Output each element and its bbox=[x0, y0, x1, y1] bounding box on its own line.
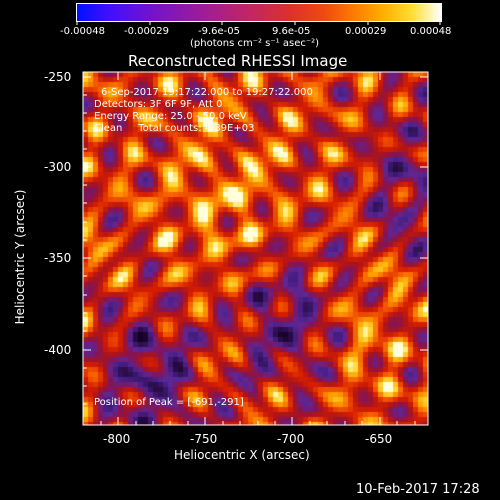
plot-title: Reconstructed RHESSI Image bbox=[128, 52, 348, 70]
y-tick-label: -350 bbox=[44, 251, 72, 265]
colorbar-tick-label: 0.00048 bbox=[410, 26, 452, 37]
y-tick-label: -300 bbox=[44, 160, 72, 174]
x-tick-label: -800 bbox=[103, 432, 131, 446]
colorbar-tick-label: 9.6e-05 bbox=[272, 26, 311, 37]
colorbar-tick-label: -9.6e-05 bbox=[198, 26, 240, 37]
image-canvas bbox=[83, 72, 428, 425]
y-tick-label: -250 bbox=[44, 70, 72, 84]
annotation-time-range: 6-Sep-2017 19:17:22.000 to 19:27:22.000 bbox=[101, 87, 313, 98]
y-tick-label: -400 bbox=[44, 343, 72, 357]
colorbar-tick-label: 0.00029 bbox=[345, 26, 387, 37]
annotation-method-counts: Clean Total counts: 4.39E+03 bbox=[94, 123, 255, 134]
annotation-detectors: Detectors: 3F 6F 9F, Att 0 bbox=[94, 99, 223, 110]
colorbar-units-label: (photons cm⁻² s⁻¹ asec⁻²) bbox=[190, 38, 320, 49]
y-axis-label: Heliocentric Y (arcsec) bbox=[13, 189, 27, 325]
colorbar-tick-label: -0.00048 bbox=[60, 26, 105, 37]
colorbar bbox=[76, 3, 442, 22]
x-tick-label: -750 bbox=[190, 432, 218, 446]
footer-timestamp: 10-Feb-2017 17:28 bbox=[356, 482, 480, 497]
x-axis-label: Heliocentric X (arcsec) bbox=[174, 448, 310, 462]
rhessi-image bbox=[83, 72, 428, 425]
x-tick-label: -650 bbox=[365, 432, 393, 446]
colorbar-tick-label: -0.00029 bbox=[124, 26, 169, 37]
x-tick-label: -700 bbox=[277, 432, 305, 446]
annotation-peak-position: Position of Peak = [-691,-291] bbox=[94, 397, 244, 408]
annotation-energy-range: Energy Range: 25.0 - 50.0 keV bbox=[94, 111, 247, 122]
